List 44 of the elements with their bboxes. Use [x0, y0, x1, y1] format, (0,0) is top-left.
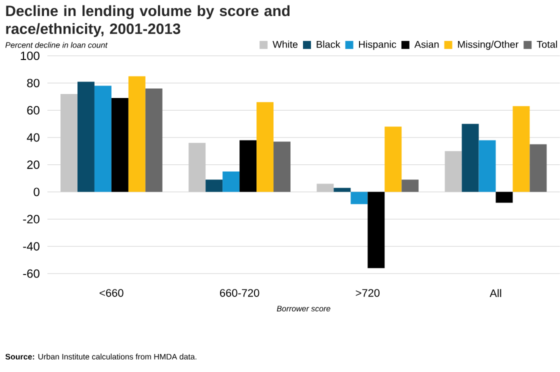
legend-label: Black	[316, 40, 340, 48]
bar	[368, 192, 385, 268]
bar	[94, 86, 112, 192]
y-tick-label: -20	[23, 215, 40, 224]
legend-label: Asian	[414, 40, 439, 48]
x-tick-label: 660-720	[220, 289, 260, 298]
bar	[350, 192, 368, 204]
bar	[256, 102, 274, 192]
y-tick-label: -40	[23, 242, 40, 251]
y-tick-label: 60	[27, 106, 40, 115]
x-tick-label: <660	[100, 289, 124, 298]
legend-label: Hispanic	[359, 40, 396, 50]
bar	[128, 76, 146, 192]
bar	[145, 88, 162, 192]
bar	[402, 180, 419, 192]
bar	[496, 192, 513, 204]
bar	[384, 126, 402, 192]
legend-label: Total	[536, 40, 557, 48]
bar	[240, 140, 257, 192]
y-tick-label: 100	[20, 52, 40, 60]
y-tick-label: 40	[26, 133, 40, 142]
legend-label: White	[272, 40, 298, 48]
bar	[222, 172, 240, 192]
bar	[60, 94, 78, 192]
y-tick-label: -60	[23, 270, 40, 278]
y-tick-label: 80	[27, 79, 40, 88]
y-tick-label: 20	[27, 160, 40, 170]
bar	[334, 188, 351, 192]
bar	[530, 144, 547, 192]
bar	[512, 106, 530, 192]
bar	[462, 124, 479, 192]
bar	[444, 151, 462, 192]
bar	[478, 140, 496, 192]
y-tick-label: 0	[34, 188, 40, 196]
x-tick-label: >720	[356, 289, 380, 298]
bar	[316, 184, 334, 192]
chart-title: Decline in lending volume by score and race/ethnicity, 2001-2013	[6, 5, 290, 38]
bar	[188, 143, 206, 192]
bar	[111, 98, 128, 192]
x-tick-label: All	[490, 289, 502, 298]
bar	[77, 82, 94, 192]
legend-label: Missing/Other	[458, 40, 518, 50]
bar	[274, 142, 290, 192]
bar	[206, 180, 223, 192]
